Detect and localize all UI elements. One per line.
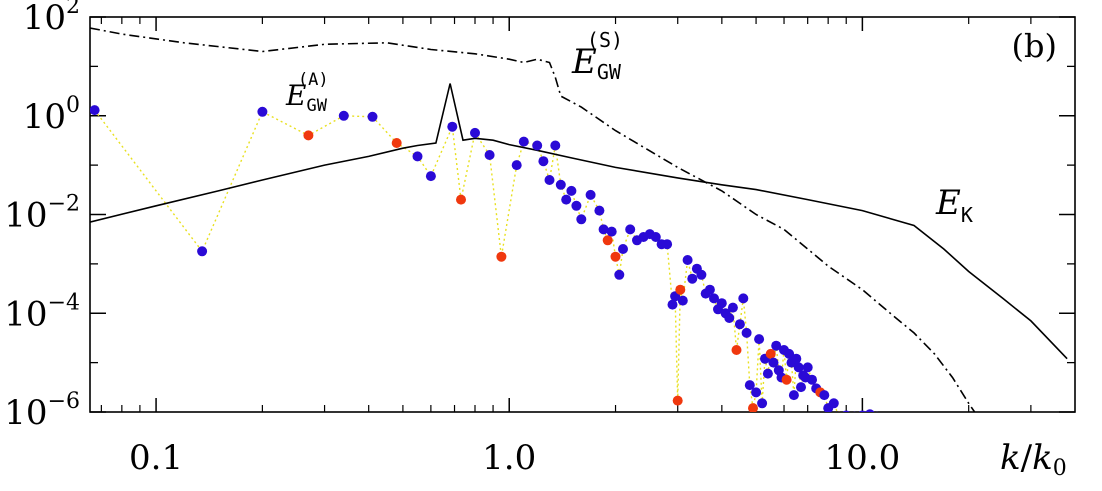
egw-a-point-positive (853, 411, 856, 412)
egw-a-point-positive (197, 246, 208, 257)
egw-a-point-positive (788, 390, 799, 401)
egw-a-point-positive (682, 255, 693, 265)
egw-a-point-positive (614, 269, 625, 280)
egw-a-point-positive (571, 200, 582, 211)
egw-a-point-positive (566, 185, 577, 196)
egw-a-point-positive (625, 224, 636, 235)
panel-label: (b) (1012, 27, 1057, 65)
egw-a-point-positive (762, 368, 773, 379)
egw-a-point-positive (532, 140, 543, 151)
egw-a-point-positive (828, 398, 839, 409)
ek-label: EK (935, 183, 973, 227)
egw-a-point-positive (716, 298, 727, 309)
y-axis-ticks: 102 100 10−2 10−4 10−6 (4, 0, 1075, 433)
egw-a-point-positive (865, 409, 875, 412)
x-axis-ticks: 0.1 1.0 10.0 (100, 17, 1032, 478)
x-tick-label: 10.0 (825, 438, 901, 478)
egw-a-point-negative (781, 374, 792, 385)
egw-a-point-positive (555, 179, 566, 190)
x-axis-label: k/k0 (1000, 438, 1067, 481)
egw-a-point-positive (819, 390, 830, 401)
egw-a-point-positive (734, 319, 745, 330)
egw-a-point-positive (585, 189, 596, 200)
x-tick-label: 1.0 (482, 438, 536, 478)
egw-a-point-positive (724, 313, 735, 323)
egw-a-point-positive (687, 273, 698, 284)
egw-a-point-positive (677, 295, 688, 306)
egw-a-point-negative (303, 130, 314, 141)
y-tick-label: 10−6 (4, 389, 80, 433)
egw-a-point-negative (496, 251, 507, 262)
plot-area (90, 27, 1068, 412)
egw-a-point-positive (484, 150, 495, 160)
egw-a-point-negative (731, 345, 742, 355)
egw-a-point-negative (748, 403, 758, 412)
y-tick-label: 100 (23, 93, 80, 137)
egw-a-points (90, 105, 879, 412)
egw-a-point-positive (744, 380, 755, 391)
egw-a-point-positive (727, 302, 738, 313)
egw-a-point-positive (576, 214, 587, 225)
y-tick-label: 10−4 (4, 290, 80, 334)
egw-a-point-positive (538, 156, 549, 167)
egw-a-point-positive (709, 293, 719, 304)
egw-a-point-positive (802, 362, 813, 373)
egw-a-point-positive (751, 387, 762, 398)
egw-a-point-positive (662, 239, 673, 250)
y-tick-label: 102 (23, 0, 80, 38)
egw-a-point-negative (765, 348, 776, 359)
egw-a-point-positive (738, 293, 749, 304)
egw-a-point-positive (875, 411, 879, 412)
egw-a-point-positive (791, 353, 802, 364)
y-tick-label: 10−2 (4, 192, 80, 236)
egw-a-point-positive (598, 224, 609, 235)
egw-a-label: EGW(A) (285, 70, 329, 116)
egw-a-point-positive (257, 106, 268, 117)
egw-a-point-negative (391, 138, 402, 148)
egw-a-point-positive (606, 226, 617, 237)
egw-a-point-positive (367, 111, 378, 122)
egw-a-point-positive (550, 140, 561, 151)
egw-a-point-positive (90, 105, 100, 116)
ek-curve (90, 83, 1068, 360)
egw-a-point-negative (675, 284, 686, 295)
egw-a-point-positive (796, 382, 806, 393)
egw-a-point-positive (511, 160, 522, 171)
egw-a-point-positive (618, 244, 628, 254)
egw-a-point-negative (837, 411, 841, 412)
egw-a-point-positive (594, 205, 605, 216)
egw-a-point-positive (470, 127, 480, 138)
egw-a-point-negative (610, 251, 621, 262)
egw-a-point-positive (768, 357, 779, 368)
egw-a-point-positive (338, 110, 349, 121)
egw-a-point-positive (842, 410, 850, 412)
egw-s-curve (90, 27, 976, 412)
egw-a-point-positive (447, 121, 458, 132)
egw-a-point-positive (784, 348, 795, 359)
egw-a-point-positive (757, 398, 768, 409)
egw-a-point-positive (425, 171, 436, 182)
egw-a-point-negative (456, 194, 466, 205)
egw-s-label: EGW(S) (571, 28, 623, 84)
egw-a-point-positive (793, 362, 804, 373)
egw-a-point-positive (544, 175, 555, 185)
egw-a-point-positive (561, 194, 572, 205)
spectrum-curves (90, 27, 1068, 412)
egw-a-point-negative (602, 235, 613, 246)
egw-a-point-positive (667, 299, 678, 310)
egw-a-point-positive (704, 284, 715, 295)
egw-a-point-positive (858, 410, 866, 412)
egw-a-point-positive (807, 374, 817, 385)
x-tick-label: 0.1 (129, 438, 183, 478)
egw-a-point-positive (754, 334, 765, 345)
egw-a-point-negative (672, 395, 683, 406)
egw-a-point-positive (771, 340, 782, 351)
egw-a-point-positive (741, 327, 752, 338)
egw-a-point-positive (412, 151, 423, 162)
egw-a-point-positive (696, 269, 707, 280)
egw-a-point-positive (650, 232, 661, 242)
egw-a-point-positive (518, 136, 529, 147)
